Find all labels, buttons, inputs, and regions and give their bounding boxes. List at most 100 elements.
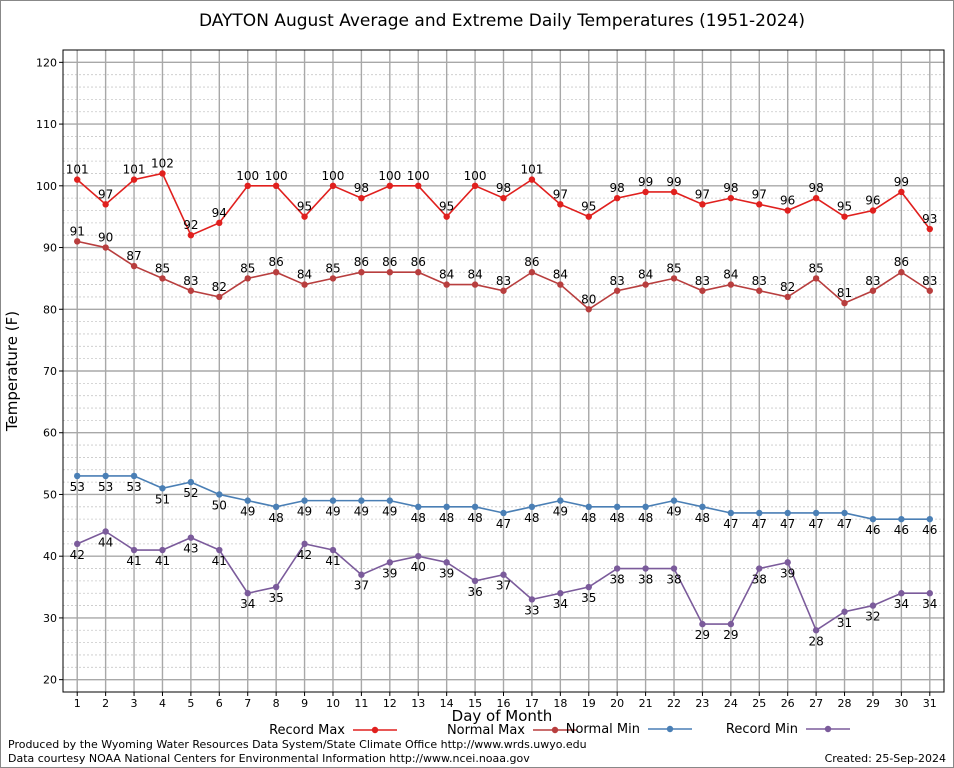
normal-max-data-label: 86 xyxy=(524,255,539,269)
normal-max-data-label: 87 xyxy=(126,249,141,263)
record-min-data-label: 41 xyxy=(325,554,340,568)
normal-max-data-label: 91 xyxy=(70,224,85,238)
normal-min-point xyxy=(329,497,337,504)
normal-min-point xyxy=(471,503,479,511)
legend-marker-normal-max xyxy=(551,726,559,734)
normal-max-point xyxy=(528,269,536,276)
record-max-data-label: 97 xyxy=(553,187,568,201)
normal-min-point xyxy=(841,509,848,517)
normal-max-point xyxy=(613,287,621,294)
normal-max-data-label: 83 xyxy=(695,274,710,288)
record-max-data-label: 95 xyxy=(581,200,596,214)
normal-max-data-label: 86 xyxy=(269,255,284,269)
record-min-data-label: 39 xyxy=(439,566,454,580)
x-tick-label: 4 xyxy=(159,697,166,710)
record-max-data-label: 97 xyxy=(98,187,113,201)
legend-label-normal-max: Normal Max xyxy=(447,723,525,738)
normal-min-point xyxy=(727,509,735,517)
footer-data-source: Data courtesy NOAA National Centers for … xyxy=(8,752,530,765)
record-max-point xyxy=(187,231,195,239)
x-tick-label: 7 xyxy=(244,697,251,710)
record-min-data-label: 32 xyxy=(865,610,880,624)
x-tick-label: 8 xyxy=(273,697,280,710)
record-max-point xyxy=(74,176,81,183)
record-min-point xyxy=(386,559,394,566)
normal-max-point xyxy=(841,299,848,307)
normal-max-point xyxy=(898,269,905,276)
x-tick-label: 24 xyxy=(724,697,738,710)
normal-max-data-label: 85 xyxy=(325,261,340,275)
record-max-point xyxy=(926,225,933,233)
record-max-data-label: 100 xyxy=(236,169,259,183)
y-tick-label: 20 xyxy=(43,674,57,687)
record-min-data-label: 41 xyxy=(155,554,170,568)
normal-max-point xyxy=(244,275,251,282)
normal-min-point xyxy=(102,472,109,480)
normal-max-point xyxy=(784,293,791,301)
x-tick-label: 6 xyxy=(216,697,223,710)
normal-max-data-label: 86 xyxy=(411,255,426,269)
record-max-point xyxy=(329,182,337,190)
y-tick-label: 100 xyxy=(36,180,57,193)
record-min-data-label: 37 xyxy=(354,579,369,593)
normal-min-data-label: 48 xyxy=(439,511,454,525)
x-tick-label: 2 xyxy=(102,697,109,710)
normal-min-data-label: 47 xyxy=(752,517,767,531)
record-max-data-label: 99 xyxy=(638,175,653,189)
record-min-data-label: 38 xyxy=(752,573,767,587)
legend-label-normal-min: Normal Min xyxy=(566,722,640,737)
normal-max-data-label: 84 xyxy=(439,268,454,282)
record-max-data-label: 100 xyxy=(407,169,430,183)
normal-min-data-label: 47 xyxy=(496,517,511,531)
chart-title: DAYTON August Average and Extreme Daily … xyxy=(199,11,805,31)
normal-min-point xyxy=(74,472,81,480)
record-max-data-label: 102 xyxy=(151,156,174,170)
normal-min-data-label: 49 xyxy=(666,505,681,519)
x-tick-label: 29 xyxy=(866,697,880,710)
normal-max-point xyxy=(557,281,564,288)
record-min-data-label: 40 xyxy=(411,560,426,574)
record-max-data-label: 99 xyxy=(666,175,681,189)
y-tick-label: 60 xyxy=(43,427,57,440)
record-min-data-label: 38 xyxy=(610,573,625,587)
series-record-min: 42 44 41 41 43 41 34 35 42 41 37 39 40 39 36 37 33 34 35 38… xyxy=(70,528,937,648)
record-min-point xyxy=(216,546,223,554)
x-tick-label: 15 xyxy=(468,697,482,710)
record-min-point xyxy=(443,559,450,566)
normal-max-point xyxy=(329,275,337,282)
normal-max-point xyxy=(756,287,763,294)
normal-max-data-label: 83 xyxy=(496,274,511,288)
normal-min-data-label: 49 xyxy=(325,505,340,519)
record-max-data-label: 96 xyxy=(780,194,795,208)
record-max-point xyxy=(216,219,223,227)
record-max-data-label: 99 xyxy=(894,175,909,189)
normal-min-data-label: 48 xyxy=(524,511,539,525)
series-normal-max: 91 90 87 85 83 82 85 86 84 85 86 86 86 84 84 83 86 84 80 83… xyxy=(70,224,937,313)
record-min-data-label: 33 xyxy=(524,603,539,617)
record-min-data-label: 37 xyxy=(496,579,511,593)
normal-max-point xyxy=(869,287,877,294)
record-max-data-label: 93 xyxy=(922,212,937,226)
record-min-point xyxy=(784,559,791,566)
record-min-point xyxy=(557,590,564,597)
normal-max-point xyxy=(272,269,280,276)
record-min-point xyxy=(74,540,81,548)
record-min-point xyxy=(727,620,735,628)
record-max-point xyxy=(642,188,649,196)
normal-max-point xyxy=(159,275,166,282)
normal-min-data-label: 47 xyxy=(723,517,738,531)
normal-min-data-label: 48 xyxy=(638,511,653,525)
series-record-max: 101 97 101 102 92 94 100 100 95 100 98 100 100 95 100 9… xyxy=(66,156,937,239)
x-tick-label: 25 xyxy=(752,697,766,710)
x-tick-label: 27 xyxy=(809,697,823,710)
y-axis-label: Temperature (F) xyxy=(3,311,21,432)
normal-min-point xyxy=(670,497,678,504)
normal-min-data-label: 49 xyxy=(354,505,369,519)
record-min-data-label: 39 xyxy=(780,566,795,580)
record-min-data-label: 42 xyxy=(70,548,85,562)
normal-min-point xyxy=(358,497,365,504)
record-max-point xyxy=(699,201,706,208)
x-tick-label: 22 xyxy=(667,697,681,710)
x-tick-label: 19 xyxy=(582,697,596,710)
